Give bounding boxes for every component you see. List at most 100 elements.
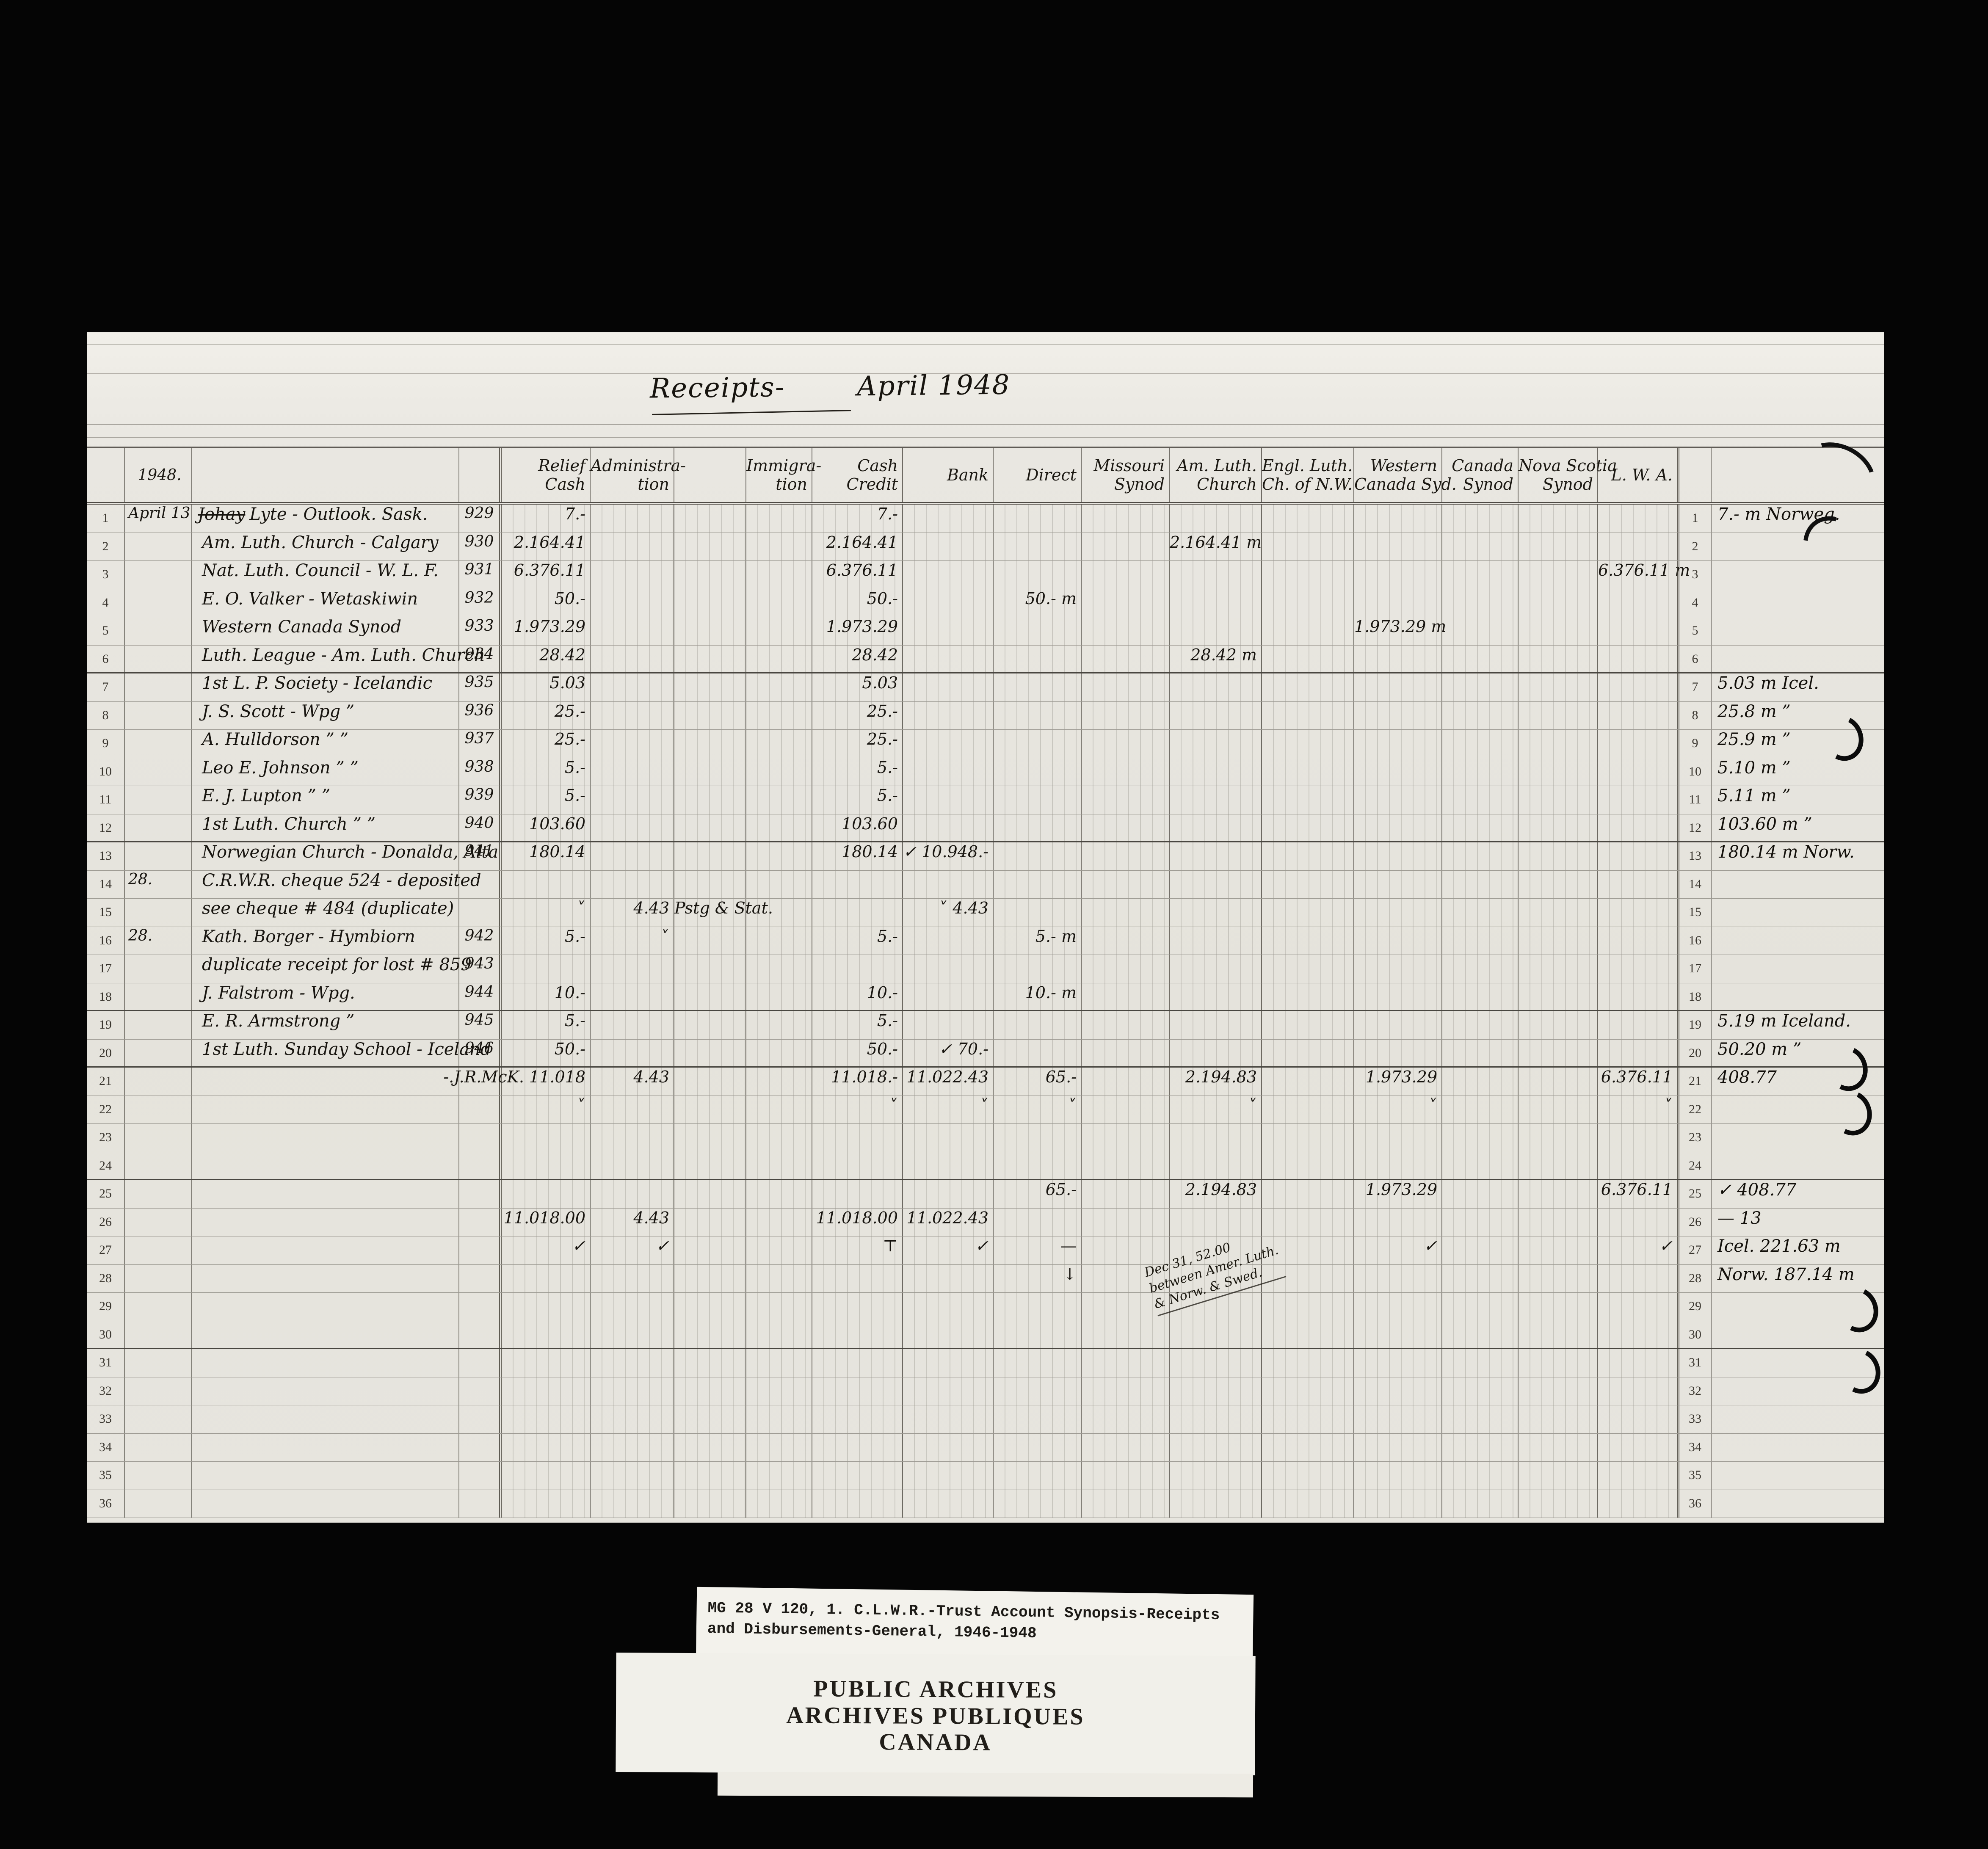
- lwa-cell: [1597, 1124, 1677, 1152]
- stamp-line: ARCHIVES PUBLIQUES: [786, 1702, 1085, 1730]
- cash-credit-cell: 50.-: [812, 589, 902, 617]
- immigration-cell: [746, 955, 812, 983]
- engl-luth-ch-nw-cell: [1261, 1264, 1353, 1292]
- ledger-row: 5 Western Canada Synod 933 1.973.29 1.97…: [87, 617, 1884, 646]
- nova-scotia-synod-cell: [1518, 617, 1597, 645]
- am-luth-church-cell: 2.164.41 m: [1169, 533, 1262, 560]
- canada-synod-cell: [1441, 758, 1518, 786]
- immigration-cell: [746, 870, 812, 898]
- lwa-cell: [1597, 730, 1677, 758]
- column-header-line1: Nova Scotia: [1519, 456, 1617, 475]
- lwa-cell: [1597, 814, 1677, 841]
- administration-cell: [590, 1264, 674, 1292]
- nova-scotia-synod-cell: [1518, 786, 1597, 814]
- cash-credit-cell: 5.-: [812, 927, 902, 955]
- lwa-cell: [1597, 1377, 1677, 1405]
- lwa-cell: [1597, 1490, 1677, 1518]
- description-cell: Nat. Luth. Council - W. L. F.: [191, 561, 458, 589]
- receipt-number-cell: 938: [458, 758, 499, 786]
- am-luth-church-cell: [1169, 927, 1261, 955]
- relief-cash-cell: 25.-: [499, 730, 590, 758]
- lwa-cell: [1597, 1405, 1677, 1433]
- direct-cell: —: [993, 1236, 1081, 1264]
- receipt-number-cell: 930: [458, 533, 499, 560]
- archives-stamp-slip: PUBLIC ARCHIVES ARCHIVES PUBLIQUES CANAD…: [616, 1653, 1256, 1775]
- lwa-cell: 6.376.11: [1597, 1068, 1677, 1096]
- administration-cell: 4.43: [590, 1068, 674, 1096]
- receipt-number-cell: 934: [458, 645, 499, 672]
- ledger-row: 13 Norwegian Church - Donalda, Alta 941 …: [87, 842, 1884, 871]
- spare-column-cell: [674, 730, 746, 758]
- column-header-line1: Cash: [857, 456, 898, 475]
- row-number-right: 33: [1677, 1405, 1711, 1433]
- row-number-right: 5: [1677, 617, 1711, 645]
- immigration-cell: [746, 983, 812, 1010]
- am-luth-church-cell: [1169, 1152, 1261, 1179]
- ledger-row: 21 J.R.McK. 11.018.- 4.43 11.018.- 11.02…: [87, 1068, 1884, 1096]
- direct-cell: [993, 645, 1081, 672]
- receipt-number-cell: [458, 1490, 499, 1518]
- lwa-cell: [1597, 758, 1677, 786]
- margin-note-cell: [1711, 1349, 1884, 1377]
- immigration-cell: [746, 758, 812, 786]
- am-luth-church-cell: [1169, 589, 1261, 617]
- row-number-left: 10: [99, 764, 112, 778]
- nova-scotia-synod-cell: [1518, 870, 1597, 898]
- column-header-line2: Canada Syd.: [1354, 475, 1457, 494]
- description-cell: [191, 1349, 458, 1377]
- immigration-cell: [746, 786, 812, 814]
- ledger-row: 29 29: [87, 1293, 1884, 1321]
- engl-luth-ch-nw-cell: [1261, 1011, 1353, 1039]
- receipt-number-cell: 944: [458, 983, 499, 1010]
- relief-cash-cell: [499, 1152, 590, 1179]
- lwa-cell: [1597, 533, 1677, 560]
- western-canada-syd-cell: [1353, 786, 1441, 814]
- relief-cash-cell: [499, 1349, 590, 1377]
- ledger-row: 18 J. Falstrom - Wpg. 944 10.- 10.- 10.-…: [87, 983, 1884, 1011]
- administration-cell: ✓: [590, 1236, 674, 1264]
- canada-synod-cell: [1441, 927, 1518, 955]
- immigration-cell: [746, 1433, 812, 1461]
- column-header-line2: Synod: [1463, 475, 1513, 494]
- row-number-left: 9: [102, 736, 109, 750]
- date-cell: 28.: [124, 870, 191, 898]
- canada-synod-cell: [1441, 842, 1518, 870]
- bank-cell: [902, 533, 993, 560]
- description-text: C.R.W.R. cheque 524 - deposited: [202, 870, 481, 890]
- row-number-right: 35: [1677, 1462, 1711, 1490]
- date-cell: [124, 899, 191, 927]
- row-number-right: 11: [1677, 786, 1711, 814]
- lwa-cell: 6.376.11: [1597, 1180, 1677, 1208]
- direct-cell: [993, 1490, 1081, 1518]
- column-header-am-luth-church: Am. Luth. Church: [1169, 448, 1261, 502]
- description-cell: Leo E. Johnson ” ”: [191, 758, 458, 786]
- ledger-grid: 1948. Relief Cash Administra- tion Immig…: [87, 447, 1884, 1523]
- cash-credit-cell: 25.-: [812, 701, 902, 729]
- spare-column-cell: [674, 814, 746, 841]
- lwa-cell: [1597, 589, 1677, 617]
- engl-luth-ch-nw-cell: [1261, 899, 1353, 927]
- receipt-number-cell: [458, 1068, 499, 1096]
- ledger-row: 3 Nat. Luth. Council - W. L. F. 931 6.37…: [87, 561, 1884, 589]
- administration-cell: [590, 814, 674, 841]
- page-title: Receipts- April 1948: [650, 370, 1011, 405]
- bank-cell: [902, 955, 993, 983]
- row-number-left: 24: [99, 1158, 112, 1173]
- spare-column-cell: [674, 1096, 746, 1123]
- missouri-synod-cell: [1081, 870, 1169, 898]
- date-cell: [124, 1124, 191, 1152]
- missouri-synod-cell: [1081, 1208, 1169, 1236]
- margin-note-cell: [1711, 1462, 1884, 1490]
- date-cell: [124, 645, 191, 672]
- cash-credit-cell: 28.42: [812, 645, 902, 672]
- nova-scotia-synod-cell: [1518, 814, 1597, 841]
- description-text: A. Hulldorson ” ”: [202, 730, 349, 749]
- row-number-left: 14: [99, 877, 112, 891]
- row-number-right: 32: [1677, 1377, 1711, 1405]
- engl-luth-ch-nw-cell: [1261, 1321, 1353, 1348]
- row-number-right: 34: [1677, 1433, 1711, 1461]
- margin-note-cell: [1711, 899, 1884, 927]
- am-luth-church-cell: [1169, 870, 1261, 898]
- canada-synod-cell: [1441, 1068, 1518, 1096]
- administration-cell: [590, 1462, 674, 1490]
